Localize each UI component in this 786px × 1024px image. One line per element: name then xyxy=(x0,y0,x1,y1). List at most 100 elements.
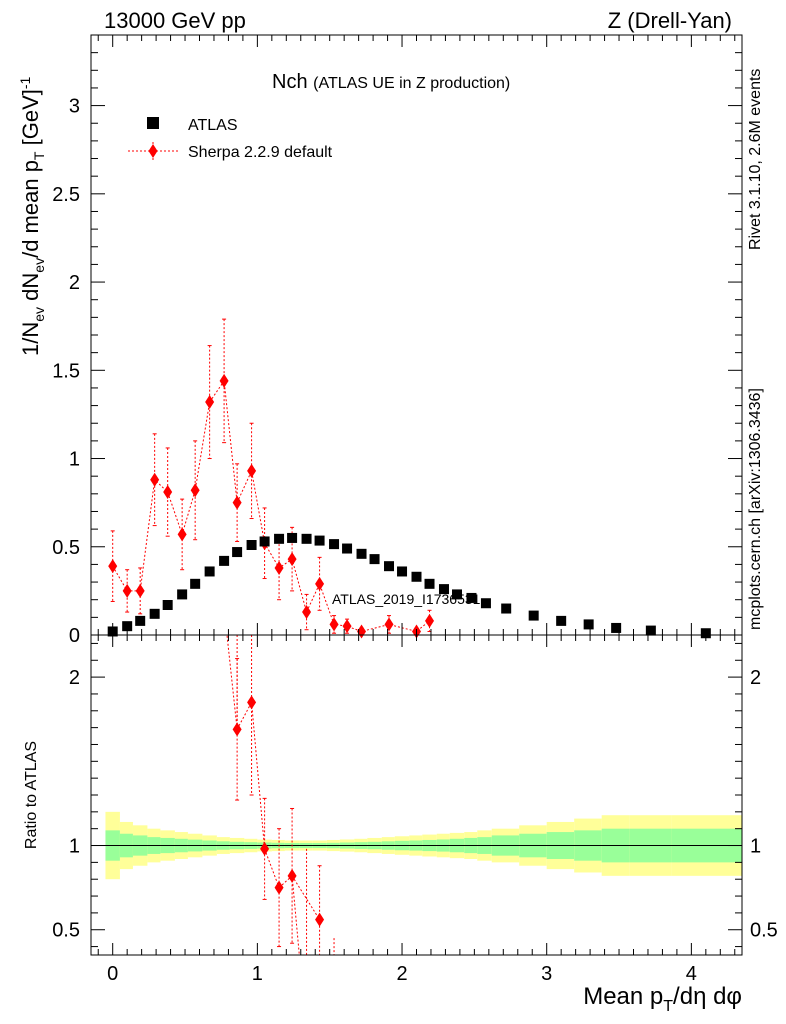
process-label: Z (Drell-Yan) xyxy=(608,8,732,33)
legend-sherpa-label: Sherpa 2.2.9 default xyxy=(188,144,333,161)
sherpa-point xyxy=(384,617,394,632)
atlas-point xyxy=(149,608,160,619)
plot-title-sub: (ATLAS UE in Z production) xyxy=(313,75,510,92)
atlas-point xyxy=(274,533,285,544)
sherpa-point xyxy=(247,463,257,478)
legend-sherpa-marker xyxy=(148,144,158,158)
axes-layer: 0 1 2 3 4 0 0.5 1 1.5 2 2.5 3 0.5 0.5 1 1 2 2 xyxy=(52,34,778,985)
mcplots-label: mcplots.cern.ch [arXiv:1306.3436] xyxy=(747,388,764,630)
main-y-axis-label: 1/Nev dNev/d mean pT [GeV]-1 xyxy=(17,76,47,356)
ratio-series-line xyxy=(251,702,266,849)
ratio-y-tick-label-left: 0.5 xyxy=(52,920,80,942)
atlas-point xyxy=(314,535,325,546)
atlas-point xyxy=(190,578,201,589)
atlas-point xyxy=(424,578,435,589)
sherpa-point xyxy=(342,619,352,634)
atlas-point xyxy=(611,622,622,633)
main-y-tick-label: 2 xyxy=(69,272,80,294)
sherpa-point xyxy=(329,617,339,632)
ratio-y-tick-label-left: 2 xyxy=(69,667,80,689)
legend: ATLAS Sherpa 2.2.9 default xyxy=(128,117,333,161)
sherpa-point xyxy=(150,472,160,487)
x-tick-label: 3 xyxy=(541,963,552,985)
atlas-point xyxy=(583,619,594,630)
x-tick-label: 1 xyxy=(252,963,263,985)
atlas-point xyxy=(122,621,133,632)
legend-atlas-marker xyxy=(147,117,159,129)
atlas-point xyxy=(556,615,567,626)
ratio-series-line xyxy=(264,848,280,888)
atlas-point xyxy=(356,548,367,559)
ratio-point xyxy=(260,841,270,856)
sherpa-point xyxy=(122,583,132,598)
x-tick-label: 4 xyxy=(686,963,697,985)
x-axis-label: Mean pT/dη dφ xyxy=(583,983,742,1015)
sherpa-point xyxy=(135,583,145,598)
sherpa-point xyxy=(219,373,229,388)
x-tick-label: 0 xyxy=(107,963,118,985)
atlas-point xyxy=(219,555,230,566)
atlas-point xyxy=(369,554,380,565)
atlas-point xyxy=(411,571,422,582)
ratio-y-tick-label-right: 2 xyxy=(750,667,761,689)
plot-title-main: Nch xyxy=(272,71,308,93)
atlas-point xyxy=(204,566,215,577)
sherpa-point xyxy=(287,552,297,567)
sherpa-point xyxy=(315,576,325,591)
main-y-tick-label: 1.5 xyxy=(52,360,80,382)
main-y-tick-label: 0 xyxy=(69,625,80,647)
ratio-y-tick-label-left: 1 xyxy=(69,836,80,858)
atlas-point xyxy=(452,589,463,600)
atlas-point xyxy=(384,561,395,572)
sherpa-point xyxy=(302,605,312,620)
sherpa-point xyxy=(425,613,435,628)
main-y-tick-label: 3 xyxy=(69,96,80,118)
legend-atlas-label: ATLAS xyxy=(188,117,238,134)
atlas-point xyxy=(135,615,146,626)
atlas-point xyxy=(177,589,188,600)
atlas-point xyxy=(438,584,449,595)
atlas-point xyxy=(501,603,512,614)
ratio-y-axis-label: Ratio to ATLAS xyxy=(23,741,40,849)
analysis-watermark: ATLAS_2019_I1736531 xyxy=(332,591,481,607)
main-y-tick-label: 0.5 xyxy=(52,537,80,559)
ratio-point xyxy=(274,880,284,895)
sherpa-point xyxy=(274,560,284,575)
ratio-point xyxy=(247,695,257,710)
atlas-point xyxy=(259,536,270,547)
main-y-tick-label: 1 xyxy=(69,449,80,471)
sherpa-point xyxy=(205,395,215,410)
ratio-y-tick-label-right: 0.5 xyxy=(750,920,778,942)
ratio-plot-layer xyxy=(226,634,335,956)
atlas-point xyxy=(397,566,408,577)
ratio-series-line xyxy=(291,875,320,920)
atlas-point xyxy=(528,610,539,621)
atlas-point xyxy=(287,532,298,543)
ratio-point xyxy=(315,912,325,927)
sherpa-point xyxy=(232,495,242,510)
atlas-point xyxy=(645,625,656,636)
x-tick-label: 2 xyxy=(396,963,407,985)
rivet-info-label: Rivet 3.1.10, 2.6M events xyxy=(747,69,764,250)
atlas-point xyxy=(232,547,243,558)
atlas-point xyxy=(329,539,340,550)
plot-title: Nch (ATLAS UE in Z production) xyxy=(272,71,510,93)
ratio-series-line xyxy=(236,702,253,730)
ratio-series-line xyxy=(278,875,293,889)
atlas-point xyxy=(342,543,353,554)
atlas-point xyxy=(466,592,477,603)
atlas-point xyxy=(480,598,491,609)
ratio-series-line xyxy=(291,875,300,956)
sherpa-point xyxy=(108,559,118,574)
atlas-point xyxy=(301,533,312,544)
main-plot-layer xyxy=(107,318,711,639)
sherpa-point xyxy=(177,527,187,542)
atlas-point xyxy=(162,600,173,610)
main-y-tick-label: 2.5 xyxy=(52,184,80,206)
energy-label: 13000 GeV pp xyxy=(104,8,246,33)
ratio-y-tick-label-right: 1 xyxy=(750,836,761,858)
sherpa-point xyxy=(163,485,173,500)
atlas-point xyxy=(246,540,257,550)
sherpa-point xyxy=(190,483,200,498)
